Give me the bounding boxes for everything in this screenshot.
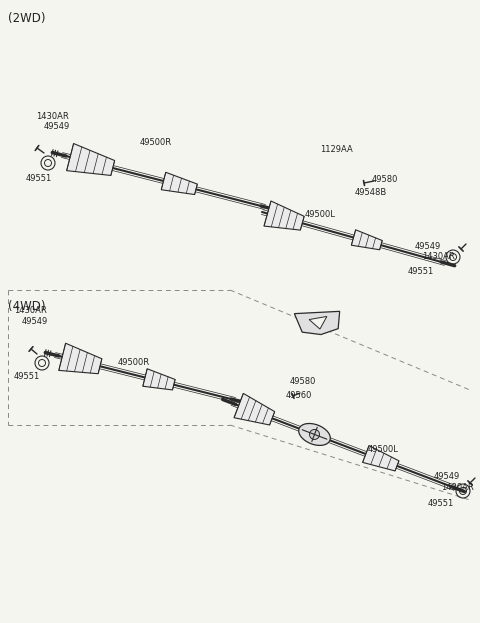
- Text: 1430AR: 1430AR: [36, 112, 69, 121]
- Text: 49500R: 49500R: [118, 358, 150, 367]
- Text: 49549: 49549: [44, 122, 70, 131]
- Polygon shape: [362, 445, 399, 471]
- Text: (4WD): (4WD): [8, 300, 46, 313]
- Text: 49551: 49551: [26, 174, 52, 183]
- Text: 49560: 49560: [286, 391, 312, 400]
- Text: 1430AR: 1430AR: [422, 252, 455, 261]
- Text: 49551: 49551: [408, 267, 434, 276]
- Text: 49548B: 49548B: [355, 188, 387, 197]
- Ellipse shape: [299, 424, 330, 445]
- Text: 1129AA: 1129AA: [320, 145, 353, 154]
- Text: 49551: 49551: [428, 499, 454, 508]
- Text: 1430AR: 1430AR: [441, 483, 474, 492]
- Text: 49500R: 49500R: [140, 138, 172, 147]
- Polygon shape: [234, 393, 275, 425]
- Polygon shape: [67, 143, 115, 176]
- Text: 49549: 49549: [415, 242, 441, 251]
- Polygon shape: [264, 201, 304, 230]
- Polygon shape: [59, 343, 102, 374]
- Polygon shape: [309, 316, 327, 329]
- Text: 49551: 49551: [14, 372, 40, 381]
- Text: (2WD): (2WD): [8, 12, 46, 25]
- Text: 49580: 49580: [372, 175, 398, 184]
- Text: 49549: 49549: [434, 472, 460, 481]
- Text: 49500L: 49500L: [368, 445, 399, 454]
- Polygon shape: [294, 312, 340, 335]
- Polygon shape: [161, 173, 197, 194]
- Circle shape: [310, 429, 320, 439]
- Text: 49549: 49549: [22, 317, 48, 326]
- Text: 1430AR: 1430AR: [14, 306, 47, 315]
- Polygon shape: [143, 369, 175, 390]
- Text: 49500L: 49500L: [305, 210, 336, 219]
- Text: 49580: 49580: [290, 377, 316, 386]
- Polygon shape: [351, 230, 382, 250]
